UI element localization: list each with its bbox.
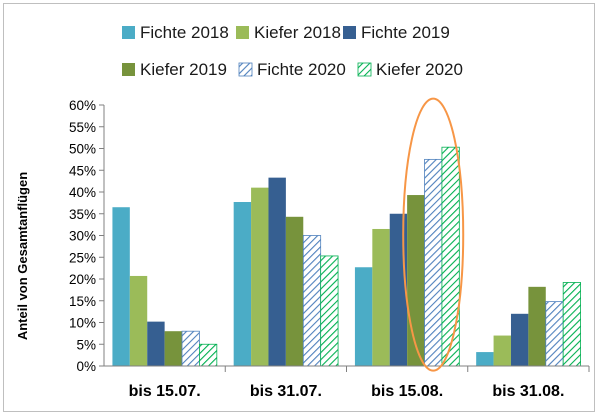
bar-kiefer-2020-bis-31-07 xyxy=(320,255,339,367)
legend-key-kiefer-2020 xyxy=(357,62,372,77)
y-tick-label: 45% xyxy=(69,163,96,178)
bar-kiefer-2020-bis-15-07 xyxy=(199,343,218,367)
bars xyxy=(112,146,581,367)
y-tick-label: 60% xyxy=(69,98,96,113)
legend-key-kiefer-2018 xyxy=(236,26,249,39)
legend-label-fichte-2020: Fichte 2020 xyxy=(257,60,346,79)
bar-kiefer-2019-bis-31-08 xyxy=(528,286,546,366)
bar-kiefer-2018-bis-15-07 xyxy=(129,275,148,366)
y-tick-label: 35% xyxy=(69,207,96,222)
annotations xyxy=(402,97,465,372)
x-category-label: bis 15.08. xyxy=(371,383,443,400)
y-tick-label: 5% xyxy=(76,337,96,352)
legend-label-fichte-2018: Fichte 2018 xyxy=(140,23,229,42)
highlight-ellipse xyxy=(402,97,465,372)
bar-fichte-2018-bis-15-08 xyxy=(354,267,373,366)
y-tick-label: 25% xyxy=(69,250,96,265)
bar-fichte-2020-bis-31-08 xyxy=(545,301,564,367)
legend-key-fichte-2019 xyxy=(343,26,356,39)
bar-fichte-2018-bis-15-07 xyxy=(112,207,130,366)
bar-kiefer-2019-bis-15-07 xyxy=(164,331,183,366)
bar-kiefer-2020-bis-15-08 xyxy=(441,146,460,367)
bar-fichte-2020-bis-31-07 xyxy=(302,235,322,367)
y-tick-label: 15% xyxy=(69,294,96,309)
chart-frame: Fichte 2018 Kiefer 2018 Fichte 2019 Kiefer … xyxy=(3,3,595,412)
y-axis-title: Anteil von Gesamtanflügen xyxy=(15,172,30,340)
y-tick-label: 30% xyxy=(69,229,96,244)
bar-kiefer-2018-bis-31-08 xyxy=(493,335,511,366)
x-category-label: bis 31.08. xyxy=(492,383,564,400)
bar-kiefer-2018-bis-31-07 xyxy=(251,187,269,366)
y-axis: 0% 5% 10% 15% 20% 25% 30% 35% 40% 45% 50% 55% 60% xyxy=(69,98,105,374)
legend-key-fichte-2020 xyxy=(238,62,253,77)
legend-label-kiefer-2020: Kiefer 2020 xyxy=(376,60,463,79)
legend-label-kiefer-2019: Kiefer 2019 xyxy=(140,60,227,79)
legend: Fichte 2018 Kiefer 2018 Fichte 2019 Kiefer … xyxy=(122,23,463,79)
x-category-label: bis 31.07. xyxy=(250,383,322,400)
bar-fichte-2020-bis-15-07 xyxy=(181,330,200,367)
y-tick-label: 10% xyxy=(69,316,96,331)
y-tick-label: 40% xyxy=(69,185,96,200)
y-tick-label: 50% xyxy=(69,142,96,157)
bar-fichte-2019-bis-31-08 xyxy=(510,313,529,366)
legend-label-fichte-2019: Fichte 2019 xyxy=(361,23,450,42)
bar-kiefer-2018-bis-15-08 xyxy=(372,228,390,366)
bar-kiefer-2019-bis-31-07 xyxy=(285,216,304,366)
bar-fichte-2019-bis-15-07 xyxy=(147,321,165,366)
bar-chart: Fichte 2018 Kiefer 2018 Fichte 2019 Kiefer … xyxy=(15,23,590,400)
legend-key-fichte-2018 xyxy=(122,26,135,39)
y-tick-label: 0% xyxy=(76,359,96,374)
y-tick-label: 55% xyxy=(69,120,96,135)
bar-kiefer-2019-bis-15-08 xyxy=(407,195,425,366)
bar-fichte-2018-bis-31-08 xyxy=(476,352,494,366)
bar-fichte-2018-bis-31-07 xyxy=(233,202,252,366)
legend-label-kiefer-2018: Kiefer 2018 xyxy=(254,23,341,42)
x-category-label: bis 15.07. xyxy=(129,383,201,400)
bar-fichte-2019-bis-31-07 xyxy=(268,177,286,366)
bar-fichte-2019-bis-15-08 xyxy=(389,213,408,366)
y-tick-label: 20% xyxy=(69,272,96,287)
legend-key-kiefer-2019 xyxy=(122,63,135,76)
bar-kiefer-2020-bis-31-08 xyxy=(562,282,581,367)
bar-fichte-2020-bis-15-08 xyxy=(424,158,443,367)
x-axis: bis 15.07. bis 31.07. bis 15.08. bis 31.08. xyxy=(104,365,590,400)
